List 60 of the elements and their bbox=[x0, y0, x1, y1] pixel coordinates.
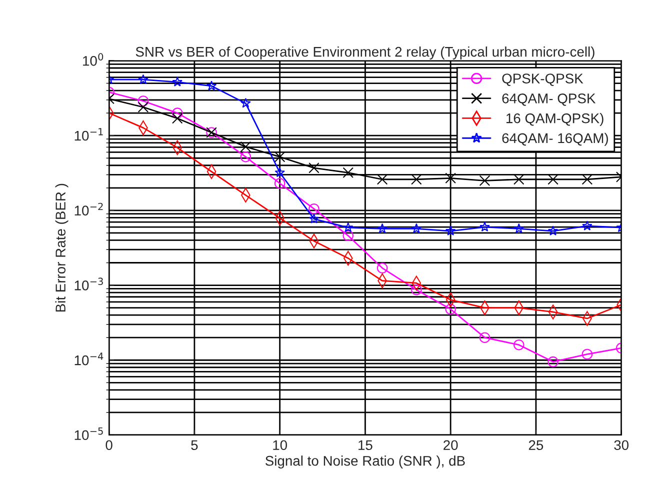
point bbox=[172, 112, 183, 124]
x-tick-label: 5 bbox=[191, 440, 198, 450]
x-tick-label: 15 bbox=[358, 440, 372, 450]
legend-label: 64QAM- QPSK bbox=[502, 94, 596, 106]
point bbox=[172, 76, 183, 86]
chart-title: SNR vs BER of Cooperative Environment 2 relay (Typical urban micro-cell) bbox=[136, 46, 594, 60]
point bbox=[548, 174, 558, 185]
point bbox=[138, 102, 149, 113]
point bbox=[376, 262, 388, 274]
point bbox=[445, 304, 456, 315]
point bbox=[206, 80, 217, 90]
y-tick-label: 10$^{−1}$ bbox=[74, 128, 103, 141]
point bbox=[480, 222, 490, 232]
point bbox=[342, 230, 354, 242]
point bbox=[240, 151, 252, 162]
x-tick-label: 25 bbox=[528, 440, 544, 450]
point bbox=[411, 174, 422, 185]
x-tick-label: 0 bbox=[106, 440, 112, 450]
point bbox=[308, 162, 320, 174]
point bbox=[308, 203, 320, 214]
point bbox=[274, 178, 286, 189]
y-tick-label: 10$^{−3}$ bbox=[74, 278, 103, 290]
point bbox=[479, 332, 490, 343]
point bbox=[582, 348, 593, 360]
x-tick-label: 10 bbox=[273, 440, 288, 450]
legend-label: 16 QAM-QPSK) bbox=[506, 113, 604, 126]
point bbox=[582, 174, 593, 185]
y-axis-title: Bit Error Rate (BER ) bbox=[55, 184, 68, 312]
y-tick-label: 10$^{−4}$ bbox=[74, 352, 104, 366]
x-tick-label: 20 bbox=[444, 440, 458, 450]
x-axis-title: Signal to Noise Ratio (SNR ), dB bbox=[265, 456, 465, 469]
point bbox=[445, 226, 456, 236]
point bbox=[411, 284, 422, 296]
point bbox=[240, 141, 252, 152]
point bbox=[138, 74, 148, 84]
point bbox=[274, 151, 286, 162]
point bbox=[582, 220, 592, 230]
point bbox=[376, 174, 388, 185]
point bbox=[514, 223, 524, 234]
point bbox=[377, 223, 388, 234]
point bbox=[138, 96, 149, 106]
point bbox=[342, 222, 354, 232]
point bbox=[240, 98, 251, 108]
point bbox=[445, 172, 456, 184]
legend-label: 64QAM- 16QAM) bbox=[502, 132, 608, 146]
point bbox=[342, 167, 354, 178]
point bbox=[274, 167, 285, 178]
point bbox=[548, 356, 558, 368]
y-tick-label: 10$^{−2}$ bbox=[74, 202, 103, 216]
point bbox=[479, 175, 490, 186]
point bbox=[308, 214, 320, 224]
y-tick-label: 10$^{0}$ bbox=[83, 53, 104, 66]
legend-label: QPSK-QPSK bbox=[502, 74, 584, 86]
y-tick-label: 10$^{−5}$ bbox=[74, 428, 103, 440]
point bbox=[514, 174, 524, 185]
x-tick-label: 30 bbox=[614, 440, 629, 450]
point bbox=[411, 223, 422, 234]
point bbox=[548, 226, 558, 236]
point bbox=[514, 339, 524, 350]
point bbox=[172, 108, 183, 118]
